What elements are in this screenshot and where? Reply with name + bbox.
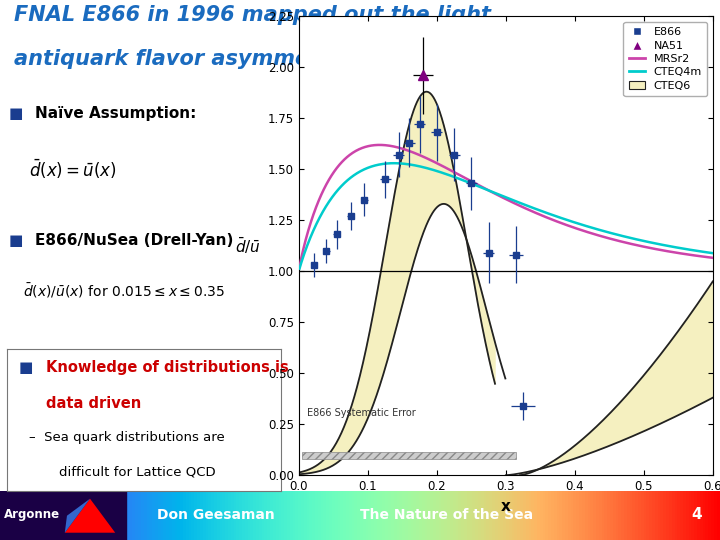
Text: $\bar{d}(x)/\bar{u}(x)$ for $0.015 \leq x \leq 0.35$: $\bar{d}(x)/\bar{u}(x)$ for $0.015 \leq … [23, 281, 225, 300]
Bar [302, 453, 516, 460]
Text: E866 Systematic Error: E866 Systematic Error [307, 408, 416, 418]
Text: –  Sea quark distributions are: – Sea quark distributions are [29, 431, 225, 444]
Legend: E866, NA51, MRSr2, CTEQ4m, CTEQ6: E866, NA51, MRSr2, CTEQ4m, CTEQ6 [624, 22, 707, 96]
Y-axis label: $\bar{d}/\bar{u}$: $\bar{d}/\bar{u}$ [235, 235, 261, 256]
Text: ■: ■ [9, 106, 23, 122]
Text: Naïve Assumption:: Naïve Assumption: [35, 106, 196, 122]
Text: 4: 4 [691, 507, 702, 522]
Text: E866/NuSea (Drell-Yan): E866/NuSea (Drell-Yan) [35, 233, 233, 248]
Text: data driven: data driven [45, 396, 140, 410]
Polygon shape [65, 499, 115, 532]
Bar [0, 491, 126, 540]
Text: The Nature of the Sea: The Nature of the Sea [360, 508, 533, 522]
Text: Knowledge of distributions is: Knowledge of distributions is [45, 360, 288, 375]
Text: Don Geesaman: Don Geesaman [157, 508, 275, 522]
X-axis label: x: x [501, 498, 510, 514]
Text: FNAL E866 in 1996 mapped out the light: FNAL E866 in 1996 mapped out the light [14, 5, 491, 25]
Text: Argonne: Argonne [4, 508, 60, 521]
Text: $\bar{d}(x) = \bar{u}(x)$: $\bar{d}(x) = \bar{u}(x)$ [29, 158, 117, 181]
Text: antiquark flavor asymmetry:: antiquark flavor asymmetry: [14, 49, 351, 69]
Text: difficult for Lattice QCD: difficult for Lattice QCD [59, 465, 216, 478]
Text: ■: ■ [9, 233, 23, 248]
Polygon shape [65, 499, 90, 532]
Text: ■: ■ [18, 360, 32, 375]
